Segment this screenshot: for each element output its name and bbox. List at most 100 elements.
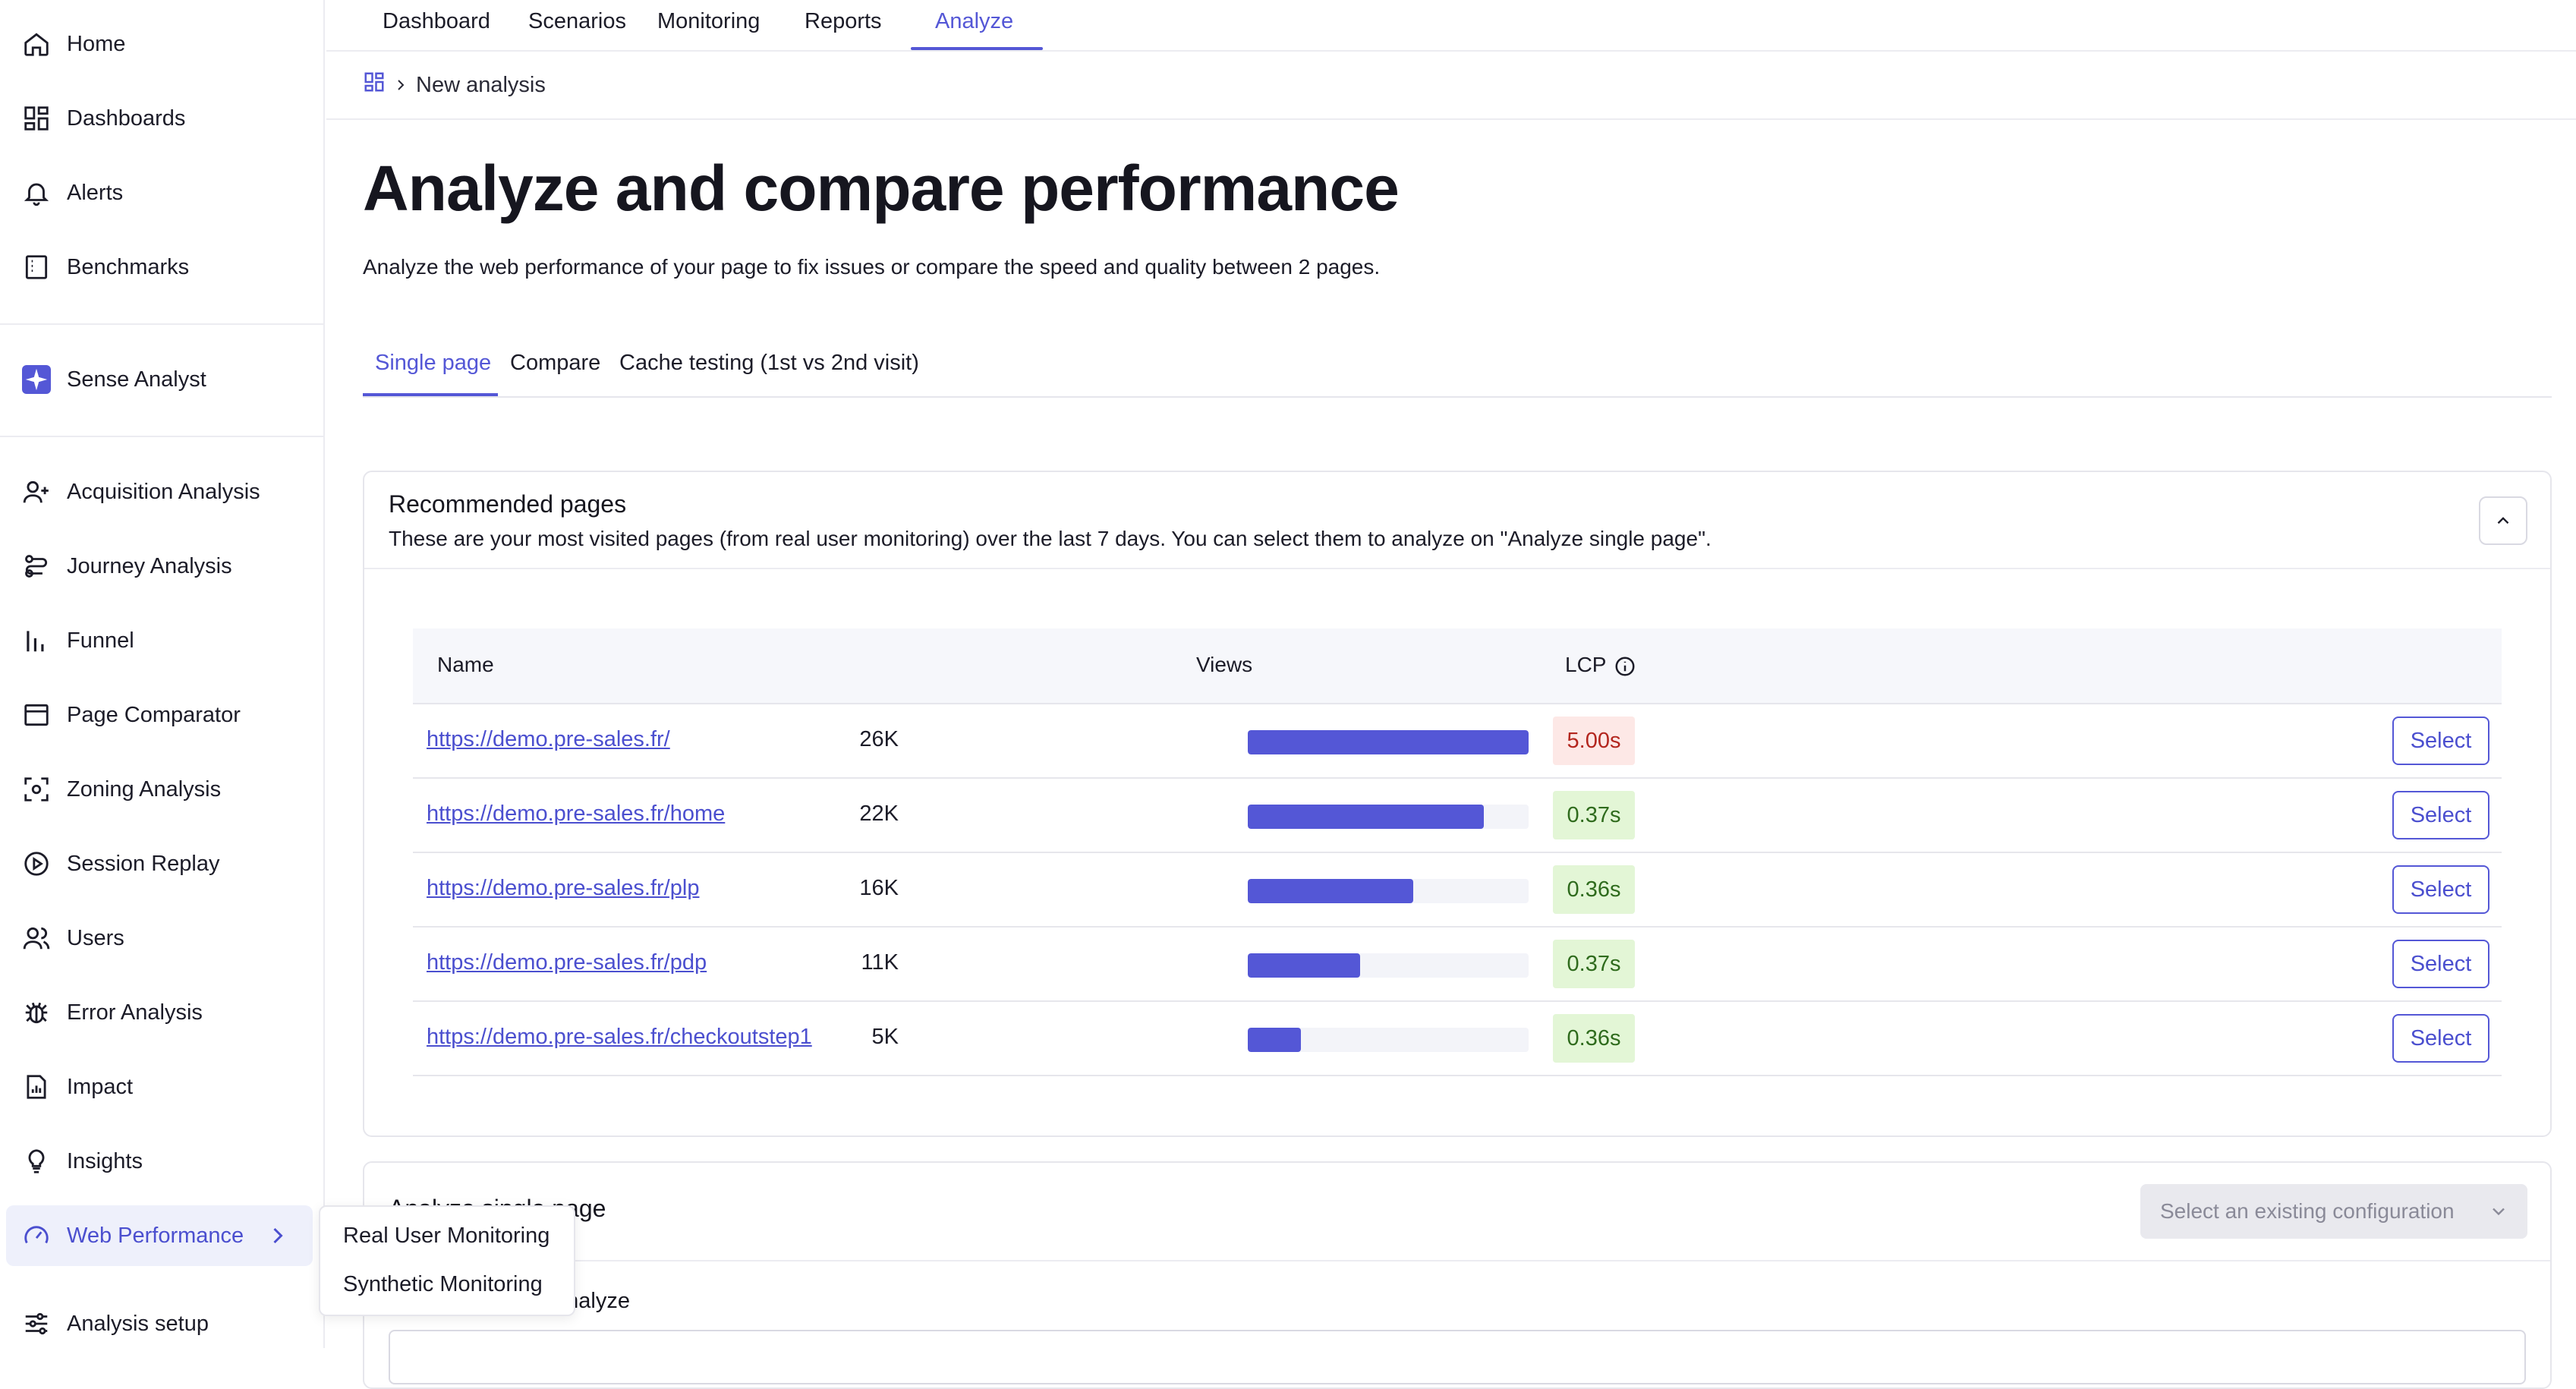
sidebar-item-alerts[interactable]: Alerts (6, 162, 313, 223)
funnel-icon (21, 625, 52, 656)
bell-icon (21, 178, 52, 208)
tab-analyze[interactable]: Analyze (935, 9, 1014, 33)
sidebar-item-label: Insights (67, 1148, 143, 1173)
collapse-button[interactable] (2479, 496, 2527, 545)
dashboard-icon (21, 103, 52, 134)
sidebar-item-label: Zoning Analysis (67, 776, 222, 802)
sidebar-item-home[interactable]: Home (6, 14, 313, 74)
views-count: 11K (861, 950, 899, 975)
table-row: https://demo.pre-sales.fr/26K 5.00s Select (413, 704, 2502, 779)
zoning-icon (21, 774, 52, 805)
divider (326, 118, 2576, 120)
sidebar-item-label: Sense Analyst (67, 367, 206, 392)
sidebar-item-journey-analysis[interactable]: Journey Analysis (6, 536, 313, 597)
page-url-link[interactable]: https://demo.pre-sales.fr/home (427, 802, 726, 826)
sidebar-divider (0, 436, 323, 437)
sidebar-item-label: Web Performance (67, 1223, 244, 1248)
grid-icon[interactable] (363, 71, 386, 99)
journey-icon (21, 551, 52, 581)
views-bar-fill (1248, 730, 1529, 754)
page-url-link[interactable]: https://demo.pre-sales.fr/plp (427, 876, 700, 900)
views-bar (1248, 1028, 1529, 1052)
lcp-badge: 0.36s (1553, 1014, 1635, 1063)
column-header-lcp: LCP (1565, 653, 1636, 678)
users-icon (21, 923, 52, 953)
page-url-link[interactable]: https://demo.pre-sales.fr/pdp (427, 950, 707, 975)
page-url-link[interactable]: https://demo.pre-sales.fr/checkoutstep1 (427, 1025, 812, 1049)
user-plus-icon (21, 477, 52, 507)
sliders-icon (21, 1309, 52, 1339)
configuration-select[interactable]: Select an existing configuration (2140, 1184, 2527, 1239)
views-bar (1248, 730, 1529, 754)
lightbulb-icon (21, 1146, 52, 1176)
info-icon[interactable] (1614, 655, 1636, 678)
views-count: 26K (859, 727, 899, 751)
sidebar-item-web-performance[interactable]: Web Performance (6, 1205, 313, 1266)
flyout-item-synthetic-monitoring[interactable]: Synthetic Monitoring (343, 1272, 543, 1296)
play-icon (21, 849, 52, 879)
bug-icon (21, 997, 52, 1028)
page-url-link[interactable]: https://demo.pre-sales.fr/ (427, 727, 670, 751)
sidebar-item-label: Page Comparator (67, 702, 241, 727)
tab-scenarios[interactable]: Scenarios (528, 9, 626, 33)
sidebar-item-acquisition-analysis[interactable]: Acquisition Analysis (6, 461, 313, 522)
sidebar-item-impact[interactable]: Impact (6, 1057, 313, 1117)
tab-monitoring[interactable]: Monitoring (657, 9, 761, 33)
sidebar-item-insights[interactable]: Insights (6, 1131, 313, 1192)
sidebar-item-label: Journey Analysis (67, 553, 232, 578)
views-bar-fill (1248, 805, 1484, 829)
tab-reports[interactable]: Reports (805, 9, 882, 33)
select-button[interactable]: Select (2392, 791, 2489, 839)
sidebar-item-error-analysis[interactable]: Error Analysis (6, 982, 313, 1043)
web-performance-flyout: Real User Monitoring Synthetic Monitorin… (319, 1205, 575, 1316)
home-icon (21, 29, 52, 59)
select-button[interactable]: Select (2392, 865, 2489, 914)
tab-single-page[interactable]: Single page (375, 351, 492, 375)
gauge-icon (21, 1220, 52, 1251)
sidebar-item-analysis-setup[interactable]: Analysis setup (6, 1293, 313, 1354)
table-header: Name Views LCP (413, 628, 2502, 704)
breadcrumb-current: New analysis (416, 72, 546, 97)
table-row: https://demo.pre-sales.fr/plp 16K 0.36s Sel… (413, 853, 2502, 928)
sidebar-item-label: Users (67, 925, 124, 950)
sidebar-divider (0, 323, 323, 325)
sidebar-item-sense-analyst[interactable]: Sense Analyst (6, 349, 313, 410)
recommended-pages-card: Recommended pages These are your most vi… (363, 471, 2552, 1137)
sparkle-icon (21, 364, 52, 395)
select-button[interactable]: Select (2392, 940, 2489, 988)
divider (364, 1260, 2550, 1261)
breadcrumb: New analysis (363, 70, 546, 100)
top-nav: Dashboard Scenarios Monitoring Reports A… (326, 0, 2576, 52)
sidebar-item-label: Analysis setup (67, 1311, 209, 1336)
select-button[interactable]: Select (2392, 717, 2489, 765)
lcp-badge: 0.36s (1553, 865, 1635, 914)
active-tab-indicator (363, 393, 498, 396)
sidebar-item-session-replay[interactable]: Session Replay (6, 833, 313, 894)
views-count: 22K (859, 802, 899, 826)
chevron-right-icon (398, 80, 405, 90)
page-comparator-icon (21, 700, 52, 730)
sidebar-item-label: Error Analysis (67, 1000, 203, 1025)
tab-dashboard[interactable]: Dashboard (383, 9, 490, 33)
sidebar-item-benchmarks[interactable]: Benchmarks (6, 237, 313, 298)
select-button[interactable]: Select (2392, 1014, 2489, 1063)
sidebar-item-dashboards[interactable]: Dashboards (6, 88, 313, 149)
sidebar-item-users[interactable]: Users (6, 908, 313, 969)
lcp-badge: 0.37s (1553, 940, 1635, 988)
tab-compare[interactable]: Compare (510, 351, 601, 375)
active-tab-indicator (911, 47, 1043, 50)
impact-icon (21, 1072, 52, 1102)
column-header-lcp-label: LCP (1565, 653, 1607, 676)
sidebar-item-page-comparator[interactable]: Page Comparator (6, 685, 313, 745)
column-header-views: Views (1196, 653, 1253, 676)
views-bar (1248, 879, 1529, 903)
column-header-name: Name (437, 653, 494, 676)
url-input[interactable] (389, 1330, 2526, 1384)
sidebar-item-label: Session Replay (67, 851, 220, 876)
flyout-item-real-user-monitoring[interactable]: Real User Monitoring (343, 1224, 550, 1248)
sidebar-item-funnel[interactable]: Funnel (6, 610, 313, 671)
sidebar-item-zoning-analysis[interactable]: Zoning Analysis (6, 759, 313, 820)
analysis-tabs: Single page Compare Cache testing (1st v… (363, 348, 2552, 398)
tab-cache-testing[interactable]: Cache testing (1st vs 2nd visit) (619, 351, 919, 375)
analyze-single-page-card: Analyze single page Select an existing c… (363, 1161, 2552, 1389)
